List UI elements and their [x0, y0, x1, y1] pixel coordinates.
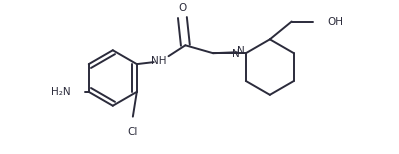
- Text: N: N: [237, 46, 245, 56]
- Text: N: N: [232, 49, 240, 59]
- Text: OH: OH: [327, 16, 343, 26]
- Text: NH: NH: [151, 56, 166, 66]
- Text: O: O: [178, 3, 186, 13]
- Text: H₂N: H₂N: [51, 87, 71, 97]
- Text: Cl: Cl: [128, 127, 138, 137]
